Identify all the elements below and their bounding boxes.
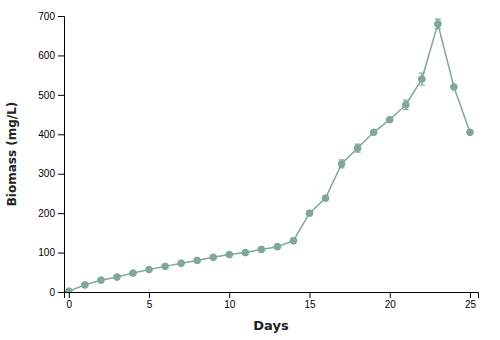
y-tick-label: 400 bbox=[38, 129, 55, 140]
point bbox=[290, 237, 297, 244]
error-bars bbox=[66, 19, 473, 291]
marks bbox=[65, 19, 473, 292]
point bbox=[451, 84, 458, 91]
x-tick-label: 0 bbox=[67, 299, 73, 310]
x-tick-mark bbox=[310, 292, 311, 298]
x-axis: 0 5 10 15 20 25 bbox=[65, 292, 479, 310]
point bbox=[386, 116, 393, 123]
y-tick-mark bbox=[58, 174, 64, 175]
y-tick: 600 bbox=[38, 50, 64, 61]
y-axis: 0 100 200 300 400 500 600 700 bbox=[38, 11, 64, 298]
y-tick-label: 500 bbox=[38, 90, 55, 101]
x-tick-label: 5 bbox=[147, 299, 153, 310]
point bbox=[434, 21, 441, 28]
y-tick-mark bbox=[58, 95, 64, 96]
x-tick-label: 15 bbox=[304, 299, 316, 310]
x-tick-mark bbox=[149, 292, 150, 298]
point bbox=[98, 277, 105, 284]
y-tick-mark bbox=[58, 16, 64, 17]
line bbox=[69, 24, 470, 291]
point bbox=[178, 260, 185, 267]
y-tick-mark bbox=[58, 292, 64, 293]
x-tick-mark bbox=[229, 292, 230, 298]
error-bar bbox=[435, 19, 441, 28]
y-tick: 300 bbox=[38, 168, 64, 179]
y-tick: 700 bbox=[38, 11, 64, 22]
x-tick-label: 10 bbox=[224, 299, 236, 310]
error-bar bbox=[419, 73, 425, 85]
point bbox=[194, 257, 201, 264]
y-tick-label: 100 bbox=[38, 247, 55, 258]
point bbox=[65, 288, 72, 292]
markers bbox=[65, 21, 473, 292]
point bbox=[258, 246, 265, 253]
point bbox=[274, 243, 281, 250]
x-tick: 0 bbox=[67, 292, 73, 310]
y-tick-label: 200 bbox=[38, 208, 55, 219]
y-tick-mark bbox=[58, 134, 64, 135]
y-tick-mark bbox=[58, 253, 64, 254]
y-tick-label: 700 bbox=[38, 11, 55, 22]
point bbox=[306, 210, 313, 217]
y-tick: 400 bbox=[38, 129, 64, 140]
y-tick-mark bbox=[58, 55, 64, 56]
error-bar bbox=[355, 144, 361, 152]
point bbox=[370, 129, 377, 136]
point bbox=[162, 263, 169, 270]
error-bar bbox=[339, 160, 345, 168]
y-axis-title: Biomass (mg/L) bbox=[5, 102, 19, 207]
point bbox=[81, 282, 88, 289]
x-tick-label: 25 bbox=[465, 299, 477, 310]
point bbox=[402, 101, 409, 108]
x-tick-mark bbox=[390, 292, 391, 298]
point bbox=[242, 249, 249, 256]
point bbox=[354, 145, 361, 152]
x-tick: 25 bbox=[465, 292, 477, 310]
x-tick-mark bbox=[470, 292, 471, 298]
y-tick-label: 600 bbox=[38, 50, 55, 61]
y-tick-label: 0 bbox=[49, 287, 55, 298]
point bbox=[146, 266, 153, 273]
y-tick: 0 bbox=[49, 287, 64, 298]
point bbox=[114, 274, 121, 281]
point bbox=[467, 129, 474, 136]
y-tick-mark bbox=[58, 213, 64, 214]
x-tick-label: 20 bbox=[385, 299, 397, 310]
x-tick: 15 bbox=[304, 292, 316, 310]
x-axis-line bbox=[65, 293, 479, 299]
x-tick: 5 bbox=[147, 292, 153, 310]
y-axis-line bbox=[58, 17, 65, 293]
point bbox=[322, 195, 329, 202]
x-tick: 20 bbox=[385, 292, 397, 310]
plot-area: 0 5 10 15 20 25 0 100 200 300 400 500 600 700 bbox=[38, 11, 478, 310]
y-tick: 200 bbox=[38, 208, 64, 219]
point bbox=[130, 270, 137, 277]
y-tick-label: 300 bbox=[38, 168, 55, 179]
x-tick-mark bbox=[69, 292, 70, 298]
y-tick: 100 bbox=[38, 247, 64, 258]
point bbox=[338, 160, 345, 167]
chart: 0 5 10 15 20 25 0 100 200 300 400 500 600 700 Days Biom… bbox=[0, 0, 500, 340]
error-bar bbox=[403, 100, 409, 109]
point bbox=[226, 251, 233, 258]
y-tick: 500 bbox=[38, 90, 64, 101]
point bbox=[418, 76, 425, 83]
x-axis-title: Days bbox=[253, 318, 289, 333]
point bbox=[210, 254, 217, 261]
x-tick: 10 bbox=[224, 292, 236, 310]
